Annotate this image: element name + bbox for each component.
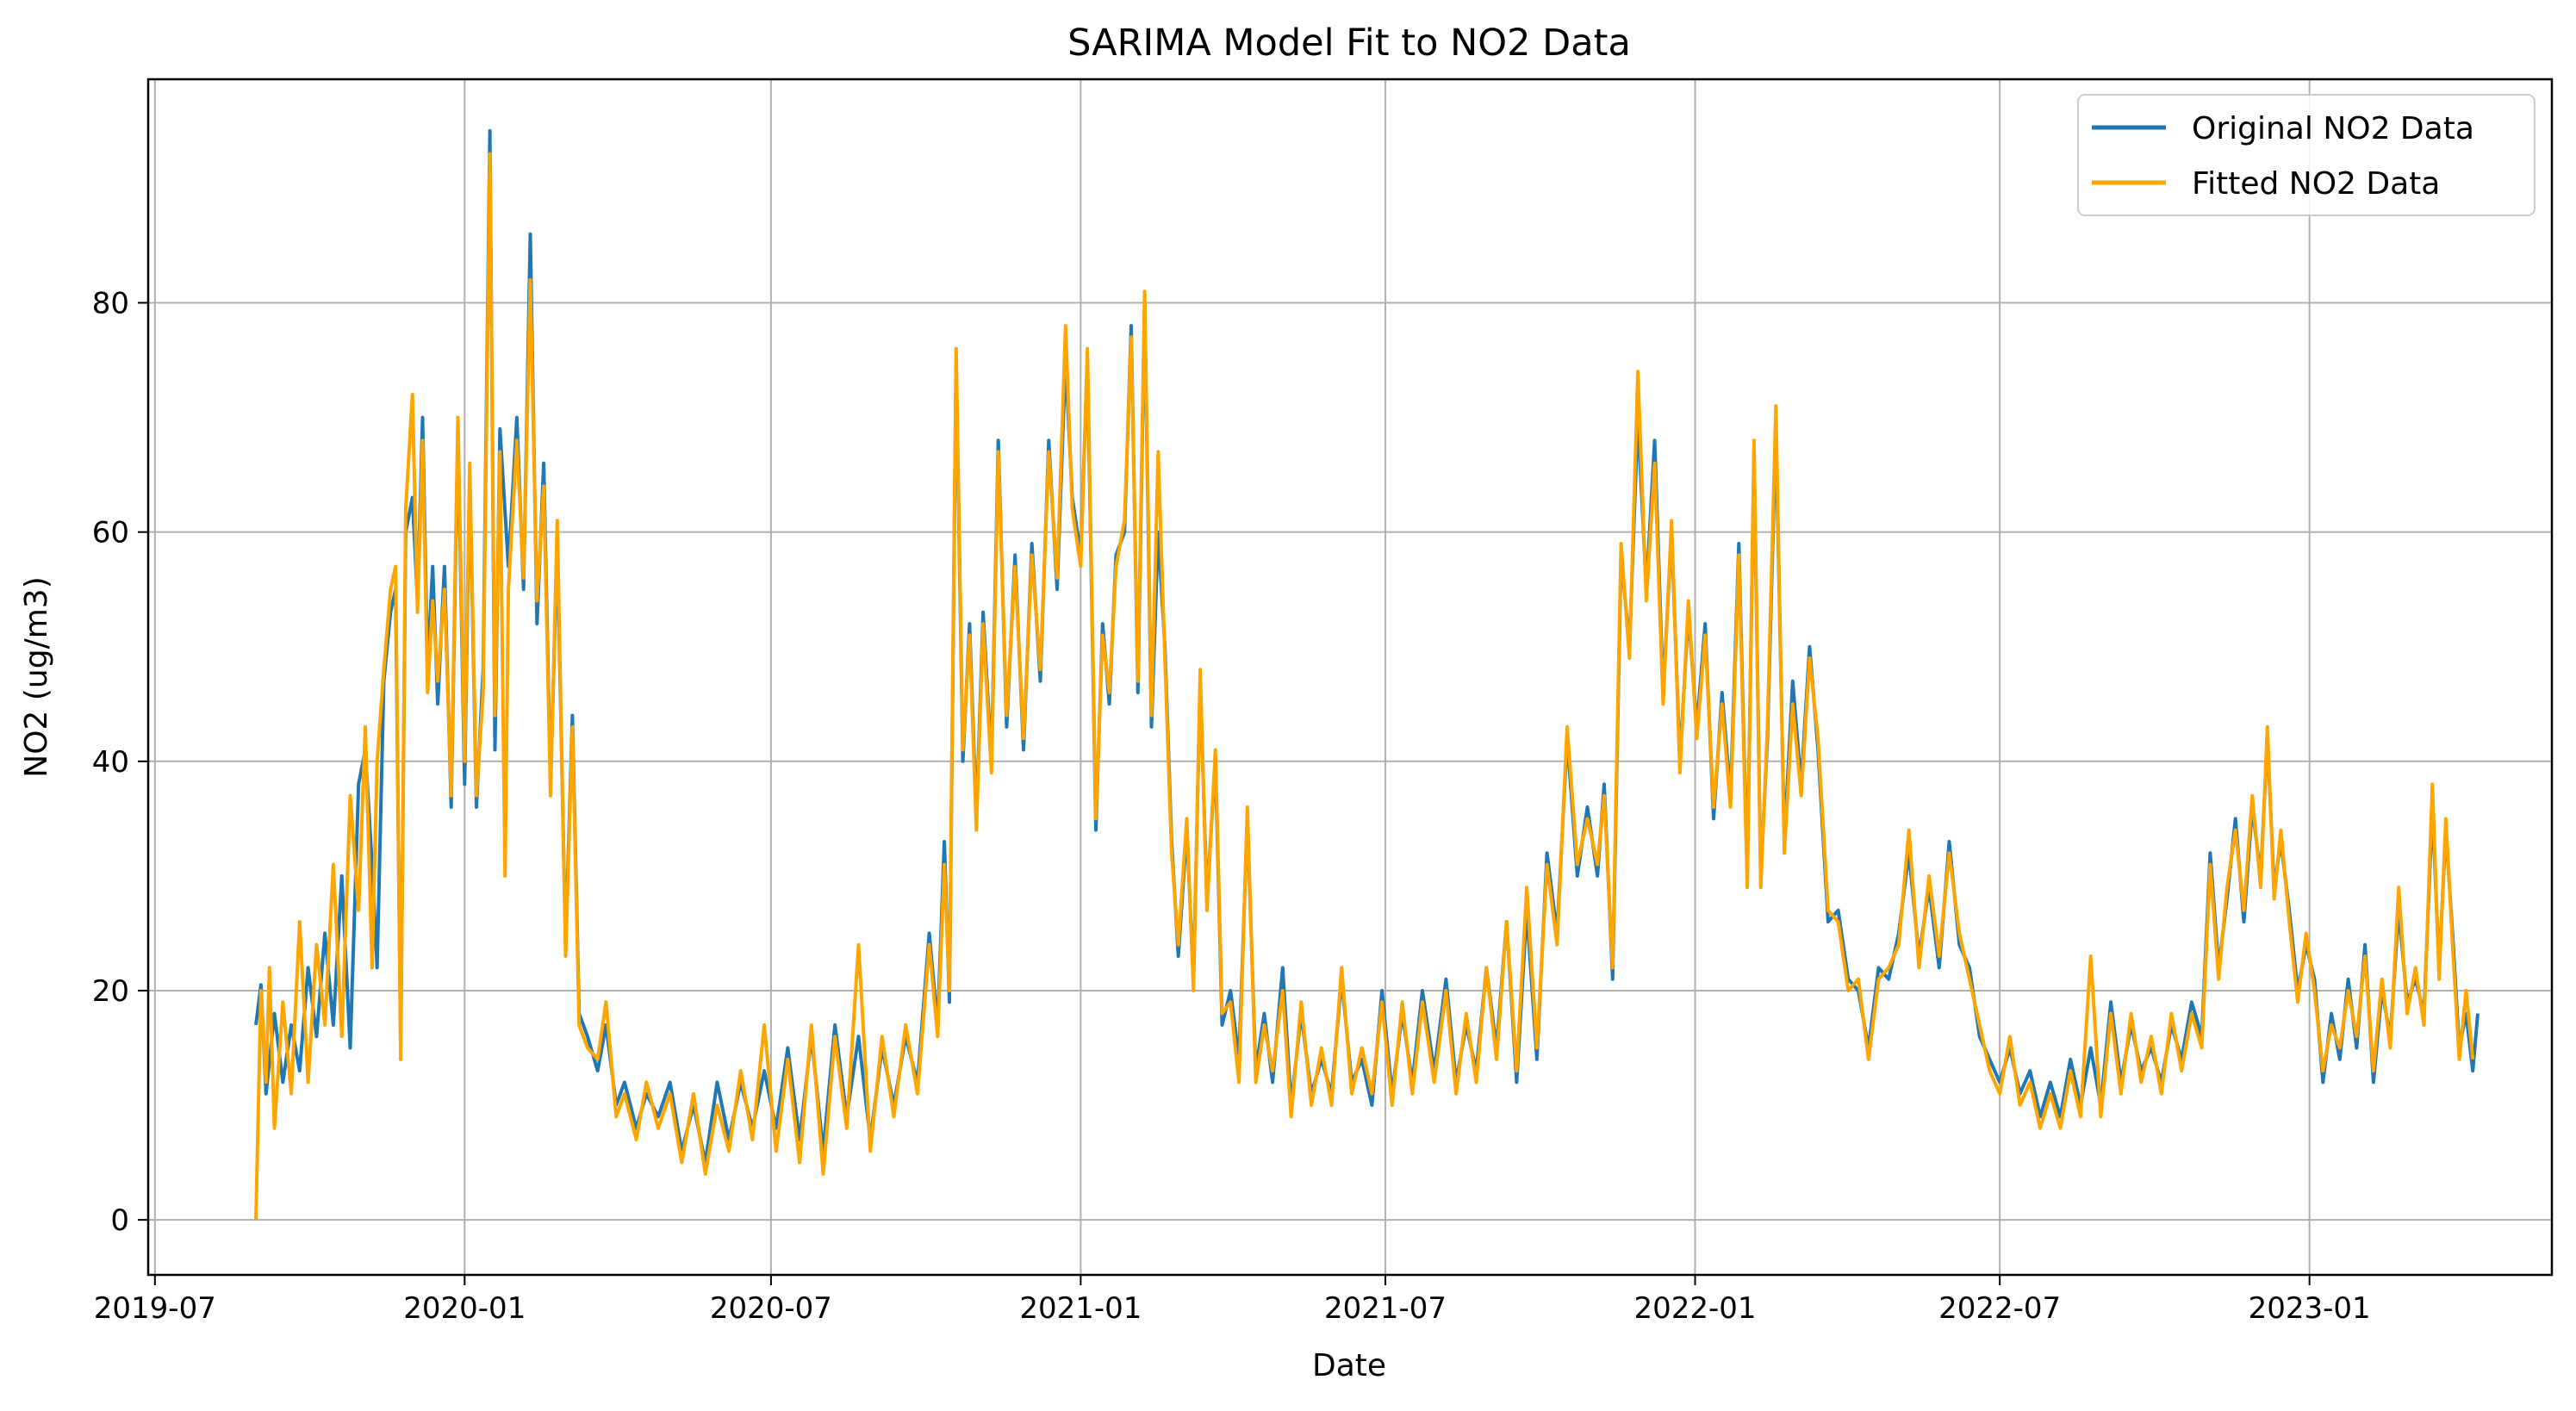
legend-label-fitted: Fitted NO2 Data	[2192, 166, 2440, 202]
x-tick-label: 2019-07	[94, 1291, 216, 1326]
y-axis-ticks: 0 20 40 60 80	[92, 287, 148, 1238]
legend-box	[2077, 94, 2536, 216]
series-lines	[254, 128, 2480, 1221]
y-axis-label: NO2 (ug/m3)	[19, 576, 54, 777]
series-line-fitted	[254, 152, 2475, 1221]
legend: Original NO2 Data Fitted NO2 Data	[2077, 94, 2536, 216]
x-tick-label: 2021-07	[1324, 1291, 1447, 1326]
y-tick-label: 20	[92, 974, 129, 1009]
y-tick-label: 60	[92, 516, 129, 550]
x-tick-label: 2021-01	[1019, 1291, 1142, 1326]
y-tick-label: 80	[92, 287, 129, 321]
plot-frame	[146, 78, 2554, 1277]
x-tick-label: 2020-01	[403, 1291, 526, 1326]
y-tick-label: 0	[110, 1203, 129, 1238]
y-tick-label: 40	[92, 745, 129, 780]
series-line-original	[254, 128, 2480, 1165]
x-axis-ticks: 2019-07 2020-01 2020-07 2021-01 2021-07 2022-…	[94, 1275, 2371, 1326]
x-tick-label: 2022-01	[1633, 1291, 1756, 1326]
x-tick-label: 2020-07	[710, 1291, 832, 1326]
x-tick-label: 2022-07	[1938, 1291, 2061, 1326]
x-axis-label: Date	[1312, 1348, 1386, 1383]
x-tick-label: 2023-01	[2249, 1291, 2371, 1326]
legend-label-original: Original NO2 Data	[2192, 111, 2474, 146]
chart-title: SARIMA Model Fit to NO2 Data	[1067, 22, 1631, 65]
